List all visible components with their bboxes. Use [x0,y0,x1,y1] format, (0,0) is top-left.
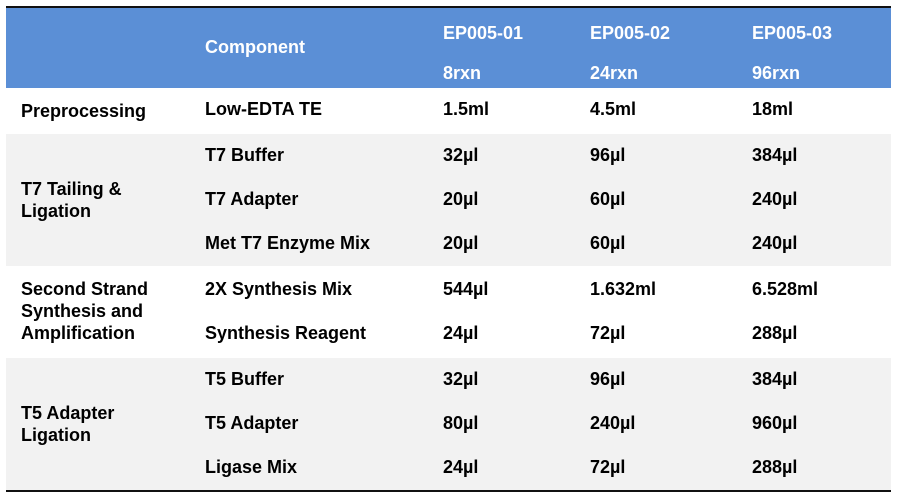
header-component: Component [205,37,305,57]
header-sku-2: EP005-02 [590,23,671,43]
value-cell: 240µl [590,413,636,433]
value-cell: 288µl [752,457,798,477]
group-label: Second Strand Synthesis and Amplificatio… [21,278,148,344]
group-label-line: Ligation [21,201,91,221]
component-cell: 2X Synthesis Mix [205,279,353,299]
group-label-line: Second Strand [21,279,149,299]
value-cell: 72µl [590,457,626,477]
table-row: Ligase Mix 24µl 72µl 288µl [6,446,891,490]
group-label-line: T7 Tailing & [21,179,122,199]
group-label: Preprocessing [21,100,146,122]
value-cell: 18ml [752,99,794,119]
value-cell: 32µl [443,145,479,165]
value-cell: 1.632ml [590,279,657,299]
value-cell: 96µl [590,145,626,165]
component-cell: Ligase Mix [205,457,298,477]
group-label: T7 Tailing & Ligation [21,178,122,222]
value-cell: 60µl [590,189,626,209]
header-size-3: 96rxn [752,63,801,83]
group-label: T5 Adapter Ligation [21,402,114,446]
value-cell: 24µl [443,457,479,477]
value-cell: 544µl [443,279,489,299]
group-label-line: T5 Adapter [21,403,115,423]
component-cell: Met T7 Enzyme Mix [205,233,371,253]
group-second-strand-synthesis: Second Strand Synthesis and Amplificatio… [6,266,891,356]
value-cell: 24µl [443,323,479,343]
value-cell: 96µl [590,369,626,389]
component-cell: Low-EDTA TE [205,99,322,119]
value-cell: 4.5ml [590,99,637,119]
value-cell: 960µl [752,413,798,433]
table-row: 2X Synthesis Mix 544µl 1.632ml 6.528ml [6,268,891,312]
table-row: Synthesis Reagent 24µl 72µl 288µl [6,312,891,356]
group-preprocessing: Preprocessing Low-EDTA TE 1.5ml 4.5ml 18… [6,88,891,132]
header-size-2: 24rxn [590,63,639,83]
kit-components-table: Component EP005-01 8rxn EP005-02 24rxn E… [6,6,891,492]
table-row: Low-EDTA TE 1.5ml 4.5ml 18ml [6,88,891,132]
value-cell: 60µl [590,233,626,253]
header-sku-3: EP005-03 [752,23,833,43]
component-cell: T7 Buffer [205,145,285,165]
header-size-1: 8rxn [443,63,482,83]
group-label-line: Ligation [21,425,91,445]
value-cell: 32µl [443,369,479,389]
component-cell: Synthesis Reagent [205,323,367,343]
table-row: Met T7 Enzyme Mix 20µl 60µl 240µl [6,222,891,266]
value-cell: 72µl [590,323,626,343]
group-label-line: Amplification [21,323,136,343]
value-cell: 288µl [752,323,798,343]
group-label-line: Preprocessing [21,101,147,121]
group-t5-adapter-ligation: T5 Adapter Ligation T5 Buffer 32µl 96µl … [6,356,891,490]
value-cell: 20µl [443,189,479,209]
group-t7-tailing-ligation: T7 Tailing & Ligation T7 Buffer 32µl 96µ… [6,132,891,266]
group-label-line: Synthesis and [21,301,144,321]
component-cell: T5 Buffer [205,369,285,389]
value-cell: 1.5ml [443,99,490,119]
value-cell: 384µl [752,145,798,165]
component-cell: T5 Adapter [205,413,299,433]
value-cell: 6.528ml [752,279,819,299]
component-cell: T7 Adapter [205,189,299,209]
table-row: T5 Buffer 32µl 96µl 384µl [6,358,891,402]
table-row: T7 Adapter 20µl 60µl 240µl [6,178,891,222]
table-row: T5 Adapter 80µl 240µl 960µl [6,402,891,446]
value-cell: 20µl [443,233,479,253]
value-cell: 80µl [443,413,479,433]
header-sku-1: EP005-01 [443,23,524,43]
value-cell: 240µl [752,233,798,253]
value-cell: 240µl [752,189,798,209]
table-row: T7 Buffer 32µl 96µl 384µl [6,134,891,178]
value-cell: 384µl [752,369,798,389]
table-header: Component EP005-01 8rxn EP005-02 24rxn E… [6,8,891,88]
